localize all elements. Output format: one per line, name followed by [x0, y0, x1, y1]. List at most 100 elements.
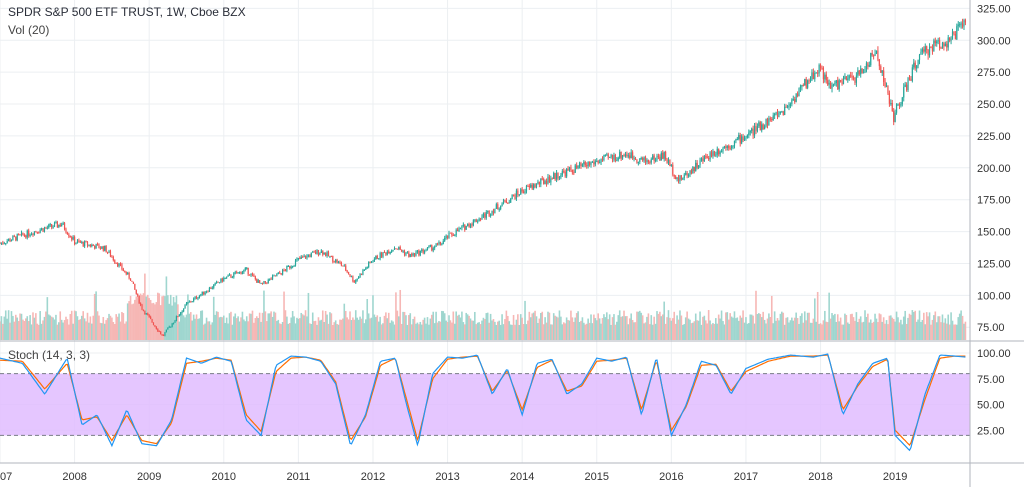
- candle-body: [904, 84, 906, 87]
- candle-body: [329, 256, 331, 258]
- y-tick-label: 75.00: [977, 322, 1005, 334]
- candle-body: [99, 248, 102, 250]
- symbol-title[interactable]: SPDR S&P 500 ETF TRUST, 1W, Cboe BZX: [8, 5, 246, 19]
- volume-bar: [452, 311, 455, 340]
- volume-bar: [301, 314, 304, 340]
- candle-body: [742, 136, 744, 141]
- volume-bar: [121, 311, 123, 340]
- candle-body: [151, 319, 153, 323]
- candle-body: [243, 269, 245, 273]
- volume-bar: [595, 320, 598, 340]
- volume-bar: [633, 322, 635, 340]
- candle-body: [13, 236, 15, 238]
- volume-bar: [281, 321, 284, 340]
- candle-body: [815, 72, 817, 74]
- volume-bar: [839, 317, 842, 340]
- volume-bar: [129, 295, 132, 340]
- candle-body: [256, 279, 258, 283]
- candle-body: [507, 202, 509, 204]
- candle-body: [504, 199, 506, 201]
- volume-bar: [68, 324, 70, 340]
- candle-body: [782, 111, 784, 115]
- volume-legend[interactable]: Vol (20): [8, 23, 50, 37]
- candle-body: [698, 165, 700, 168]
- volume-bar: [409, 313, 412, 340]
- volume-bar: [23, 320, 26, 340]
- candle-body: [42, 228, 44, 232]
- candle-body: [917, 59, 919, 66]
- volume-bar: [824, 310, 826, 340]
- volume-bar: [217, 311, 219, 340]
- candle-body: [160, 331, 162, 335]
- volume-bar: [392, 321, 394, 340]
- volume-bar: [542, 324, 545, 340]
- candle-body: [378, 258, 380, 260]
- volume-bar: [119, 321, 122, 340]
- candle-body: [294, 260, 297, 266]
- volume-bar: [455, 311, 457, 340]
- volume-bar: [360, 318, 363, 340]
- candle-body: [485, 212, 487, 218]
- candle-body: [735, 139, 737, 141]
- volume-bar: [192, 314, 195, 340]
- volume-bar: [293, 316, 295, 340]
- volume-bar: [182, 315, 185, 340]
- volume-bar: [808, 312, 810, 340]
- candle-body: [281, 269, 284, 275]
- candle-body: [911, 67, 913, 81]
- volume-bar: [55, 314, 57, 340]
- volume-bar: [852, 317, 855, 340]
- candle-body: [411, 254, 413, 256]
- volume-bar: [598, 318, 601, 340]
- candle-body: [86, 241, 89, 246]
- stoch-legend[interactable]: Stoch (14, 3, 3): [8, 348, 91, 362]
- candle-body: [208, 287, 211, 292]
- volume-bar: [770, 295, 773, 340]
- volume-bar: [96, 311, 99, 340]
- volume-bar: [811, 322, 813, 340]
- volume-bar: [349, 311, 351, 340]
- candle-body: [240, 271, 242, 275]
- candle-body: [884, 81, 886, 87]
- volume-bar: [940, 322, 942, 340]
- candle-body: [850, 75, 852, 77]
- candle-body: [481, 216, 483, 220]
- candle-body: [461, 225, 463, 229]
- volume-bar: [819, 323, 822, 340]
- volume-bar: [17, 321, 20, 340]
- volume-bar: [122, 313, 125, 340]
- candle-body: [386, 251, 388, 255]
- candle-body: [250, 273, 252, 276]
- candle-body: [924, 46, 926, 52]
- candle-body: [805, 78, 807, 88]
- volume-bar: [66, 319, 69, 340]
- candle-body: [528, 185, 530, 188]
- volume-bar: [621, 316, 624, 340]
- volume-bar: [13, 321, 16, 340]
- candle-body: [629, 155, 631, 159]
- candle-body: [452, 235, 454, 237]
- candle-body: [731, 146, 733, 148]
- volume-bar: [72, 323, 74, 340]
- volume-bar: [181, 312, 183, 340]
- volume-bar: [618, 310, 621, 340]
- candle-body: [325, 252, 327, 256]
- candle-body: [32, 234, 34, 236]
- volume-bar: [748, 323, 750, 340]
- candle-body: [880, 66, 882, 73]
- volume-bar: [201, 310, 204, 340]
- candle-body: [650, 159, 652, 163]
- x-tick-label: 2016: [659, 471, 683, 483]
- candle-body: [946, 43, 948, 48]
- candle-body: [535, 183, 538, 188]
- volume-bar: [488, 322, 490, 340]
- volume-bar: [146, 294, 149, 340]
- candle-body: [901, 97, 903, 105]
- candle-body: [204, 292, 206, 295]
- volume-bar: [911, 310, 914, 340]
- volume-bar: [125, 321, 128, 340]
- volume-bar: [552, 313, 555, 340]
- candle-body: [784, 106, 786, 115]
